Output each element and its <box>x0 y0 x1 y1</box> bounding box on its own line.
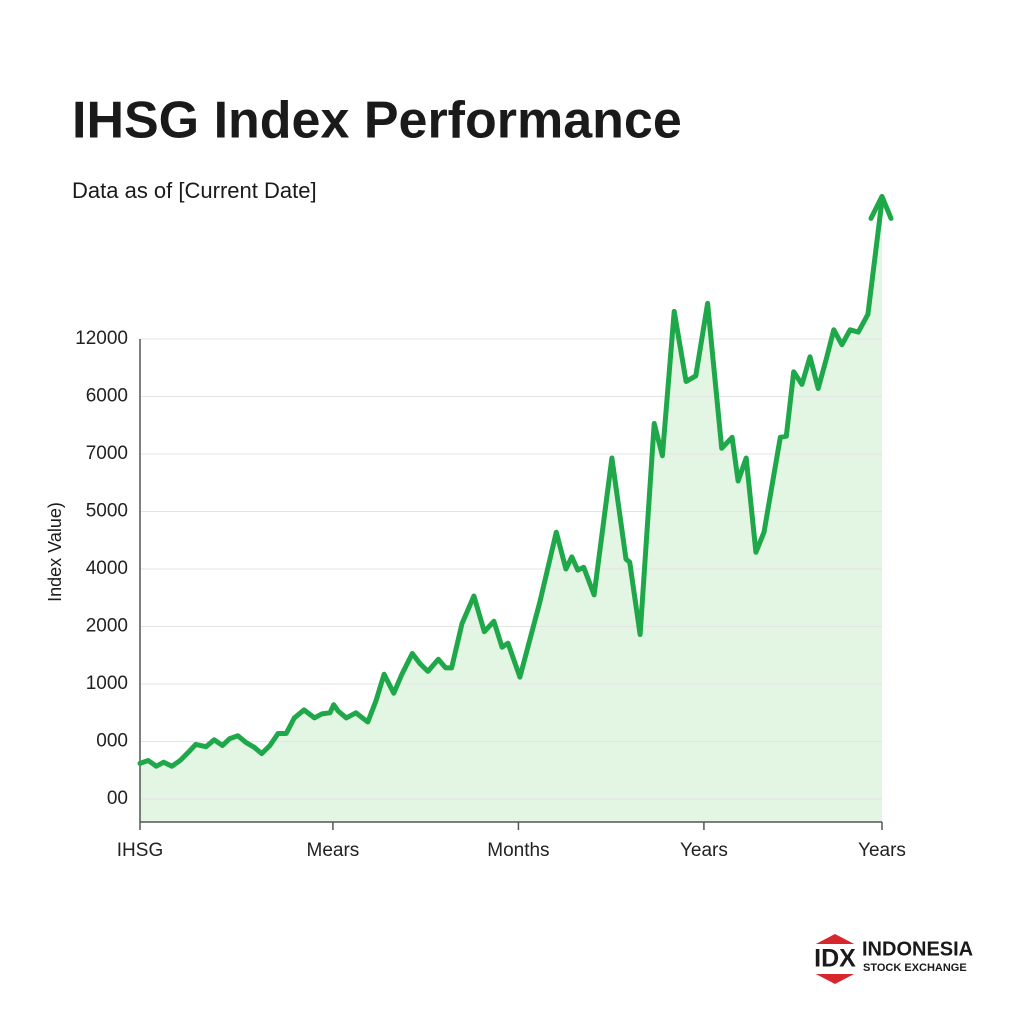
x-tick-label: Years <box>680 840 728 861</box>
y-tick-label: 00 <box>107 788 128 809</box>
logo-mark: IDX <box>814 945 856 973</box>
chart-title: IHSG Index Performance <box>72 92 682 150</box>
x-tick-label: IHSG <box>117 840 163 861</box>
x-tick-label: Months <box>487 840 549 861</box>
arrow-head <box>868 193 894 221</box>
y-tick-label: 6000 <box>86 386 128 407</box>
x-tick-label: Mears <box>307 840 360 861</box>
area <box>140 200 882 822</box>
x-tick-label: Years <box>858 840 906 861</box>
logo-band <box>812 944 858 974</box>
y-tick-label: 4000 <box>86 558 128 579</box>
y-tick-label: 7000 <box>86 443 128 464</box>
line <box>137 197 885 769</box>
y-tick-label: 5000 <box>86 501 128 522</box>
y-tick-label: 000 <box>96 731 128 752</box>
logo-line2: STOCK EXCHANGE <box>863 962 967 974</box>
y-tick-label: 12000 <box>75 328 128 349</box>
logo-line1: INDONESIA <box>862 938 973 960</box>
y-tick-label: 1000 <box>86 673 128 694</box>
y-tick-label: 2000 <box>86 616 128 637</box>
y-axis-label: Index Value) <box>45 502 65 602</box>
logo: IDX INDONESIA STOCK EXCHANGE <box>812 934 973 984</box>
chart-subtitle: Data as of [Current Date] <box>72 178 317 203</box>
